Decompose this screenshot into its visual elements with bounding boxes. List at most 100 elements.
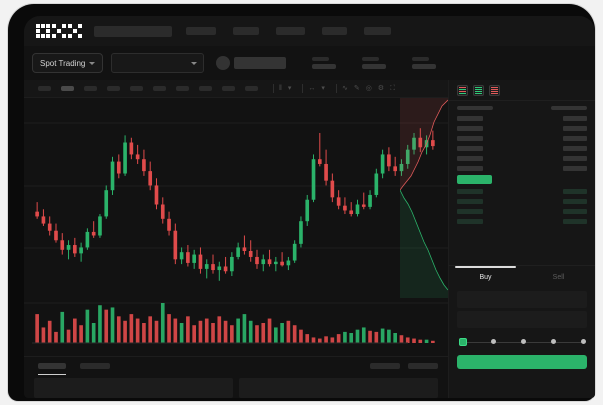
timeframe-button-6[interactable] <box>153 86 166 91</box>
order-book-ask-row[interactable] <box>449 163 595 173</box>
ob-price <box>457 165 483 171</box>
stat-block-2 <box>362 57 387 69</box>
ob-amount <box>563 198 587 204</box>
submit-buy-button[interactable] <box>457 355 587 369</box>
chart-toolbar: ‖ ▾ ↔ ▾ ∿ ✎ ◎ ⚙ ⛶ <box>24 80 448 98</box>
slider-stop-25[interactable] <box>490 339 496 344</box>
slider-handle[interactable] <box>459 338 467 346</box>
timeframe-button-10[interactable] <box>245 86 258 91</box>
nav-item-5[interactable] <box>364 27 391 35</box>
stat-label <box>412 57 430 61</box>
timeframe-button-1[interactable] <box>38 86 51 91</box>
fullscreen-icon[interactable]: ⛶ <box>390 85 395 92</box>
slider-stop-100[interactable] <box>581 339 587 344</box>
order-form-panel: Buy Sell <box>448 265 595 398</box>
chevron-down-2-icon[interactable]: ▾ <box>321 85 325 92</box>
timeframe-button-7[interactable] <box>176 86 189 91</box>
volume-series <box>32 303 435 344</box>
candlestick-canvas <box>24 122 448 344</box>
chevron-down-icon[interactable]: ▾ <box>287 85 292 92</box>
compare-icon[interactable]: ↔ <box>308 85 316 92</box>
device-bezel: Spot Trading <box>8 4 595 401</box>
timeframe-button-2[interactable] <box>61 86 74 91</box>
nav-item-1[interactable] <box>186 27 216 35</box>
order-book-ask-row[interactable] <box>449 153 595 163</box>
timeframe-button-8[interactable] <box>199 86 212 91</box>
order-book-bid-row[interactable] <box>449 186 595 196</box>
nav-item-2[interactable] <box>233 27 259 35</box>
nav-item-4[interactable] <box>322 27 347 35</box>
order-book-last-price <box>457 175 492 184</box>
price-field[interactable] <box>457 291 587 308</box>
ob-mode-bids[interactable] <box>473 85 484 96</box>
bottom-tab-actions <box>370 362 448 369</box>
order-book-asks <box>449 113 595 173</box>
last-price-value <box>234 57 287 69</box>
price-chart[interactable] <box>24 98 448 356</box>
bottom-panel-left[interactable] <box>34 378 233 398</box>
trading-mode-dropdown[interactable]: Spot Trading <box>32 53 104 73</box>
amount-percent-slider[interactable] <box>459 338 587 347</box>
pencil-icon[interactable]: ✎ <box>353 85 360 92</box>
stat-value <box>412 64 437 69</box>
toolbar-divider <box>335 84 337 93</box>
order-book-ask-row[interactable] <box>449 113 595 123</box>
ob-amount <box>563 155 587 161</box>
magnet-icon[interactable]: ◎ <box>365 85 372 92</box>
ob-price <box>457 115 483 121</box>
bottom-action-1[interactable] <box>370 362 400 369</box>
ob-price <box>457 135 483 141</box>
bottom-panel-right[interactable] <box>239 378 438 398</box>
order-book-bids <box>449 186 595 226</box>
okx-logo[interactable] <box>36 24 82 38</box>
ob-price <box>457 145 483 151</box>
slider-stop-75[interactable] <box>550 339 556 344</box>
tab-sell[interactable]: Sell <box>552 273 565 281</box>
timeframe-button-5[interactable] <box>130 86 143 91</box>
stat-block-1 <box>312 57 337 69</box>
logo-glyph-o <box>36 24 50 38</box>
chart-gridlines <box>24 122 448 304</box>
ob-amount <box>563 125 587 131</box>
indicator-icon[interactable]: ‖ <box>279 85 282 92</box>
bottom-tab-bar <box>24 356 448 375</box>
order-book-ask-row[interactable] <box>449 143 595 153</box>
logo-glyph-x <box>68 24 82 38</box>
depth-chart-overlay <box>400 98 448 298</box>
ob-mode-asks[interactable] <box>489 85 500 96</box>
bottom-action-2[interactable] <box>408 362 438 369</box>
toolbar-divider <box>273 84 274 93</box>
timeframe-button-9[interactable] <box>222 86 235 91</box>
ob-amount <box>563 165 587 171</box>
order-book-bid-row[interactable] <box>449 216 595 226</box>
line-chart-icon[interactable]: ∿ <box>341 85 348 92</box>
ob-amount <box>563 145 587 151</box>
order-book-header <box>449 101 595 113</box>
amount-field[interactable] <box>457 311 587 328</box>
settings-icon[interactable]: ⚙ <box>377 85 385 92</box>
bottom-tab-1[interactable] <box>38 362 66 375</box>
ob-mode-mixed[interactable] <box>457 85 468 96</box>
order-book-bid-row[interactable] <box>449 206 595 216</box>
tab-buy[interactable]: Buy <box>449 266 522 288</box>
candlestick-series <box>35 128 435 281</box>
ob-amount <box>563 208 587 214</box>
chevron-down-icon <box>191 61 198 65</box>
buy-sell-tabs: Buy Sell <box>449 266 595 288</box>
bottom-tab-2[interactable] <box>80 362 110 369</box>
order-book-bid-row[interactable] <box>449 196 595 206</box>
pair-select[interactable] <box>111 53 205 73</box>
timeframe-button-4[interactable] <box>107 86 120 91</box>
timeframe-button-3[interactable] <box>84 86 97 91</box>
order-book-ask-row[interactable] <box>449 123 595 133</box>
ob-amount <box>563 115 587 121</box>
order-book-ask-row[interactable] <box>449 133 595 143</box>
chevron-down-icon <box>89 61 96 65</box>
stat-label <box>312 57 330 61</box>
search-input[interactable] <box>94 25 172 37</box>
ob-col-price <box>457 106 493 110</box>
logo-glyph-k <box>52 24 66 38</box>
nav-item-3[interactable] <box>276 27 305 35</box>
top-navigation-bar <box>24 16 595 46</box>
slider-stop-50[interactable] <box>520 339 526 344</box>
